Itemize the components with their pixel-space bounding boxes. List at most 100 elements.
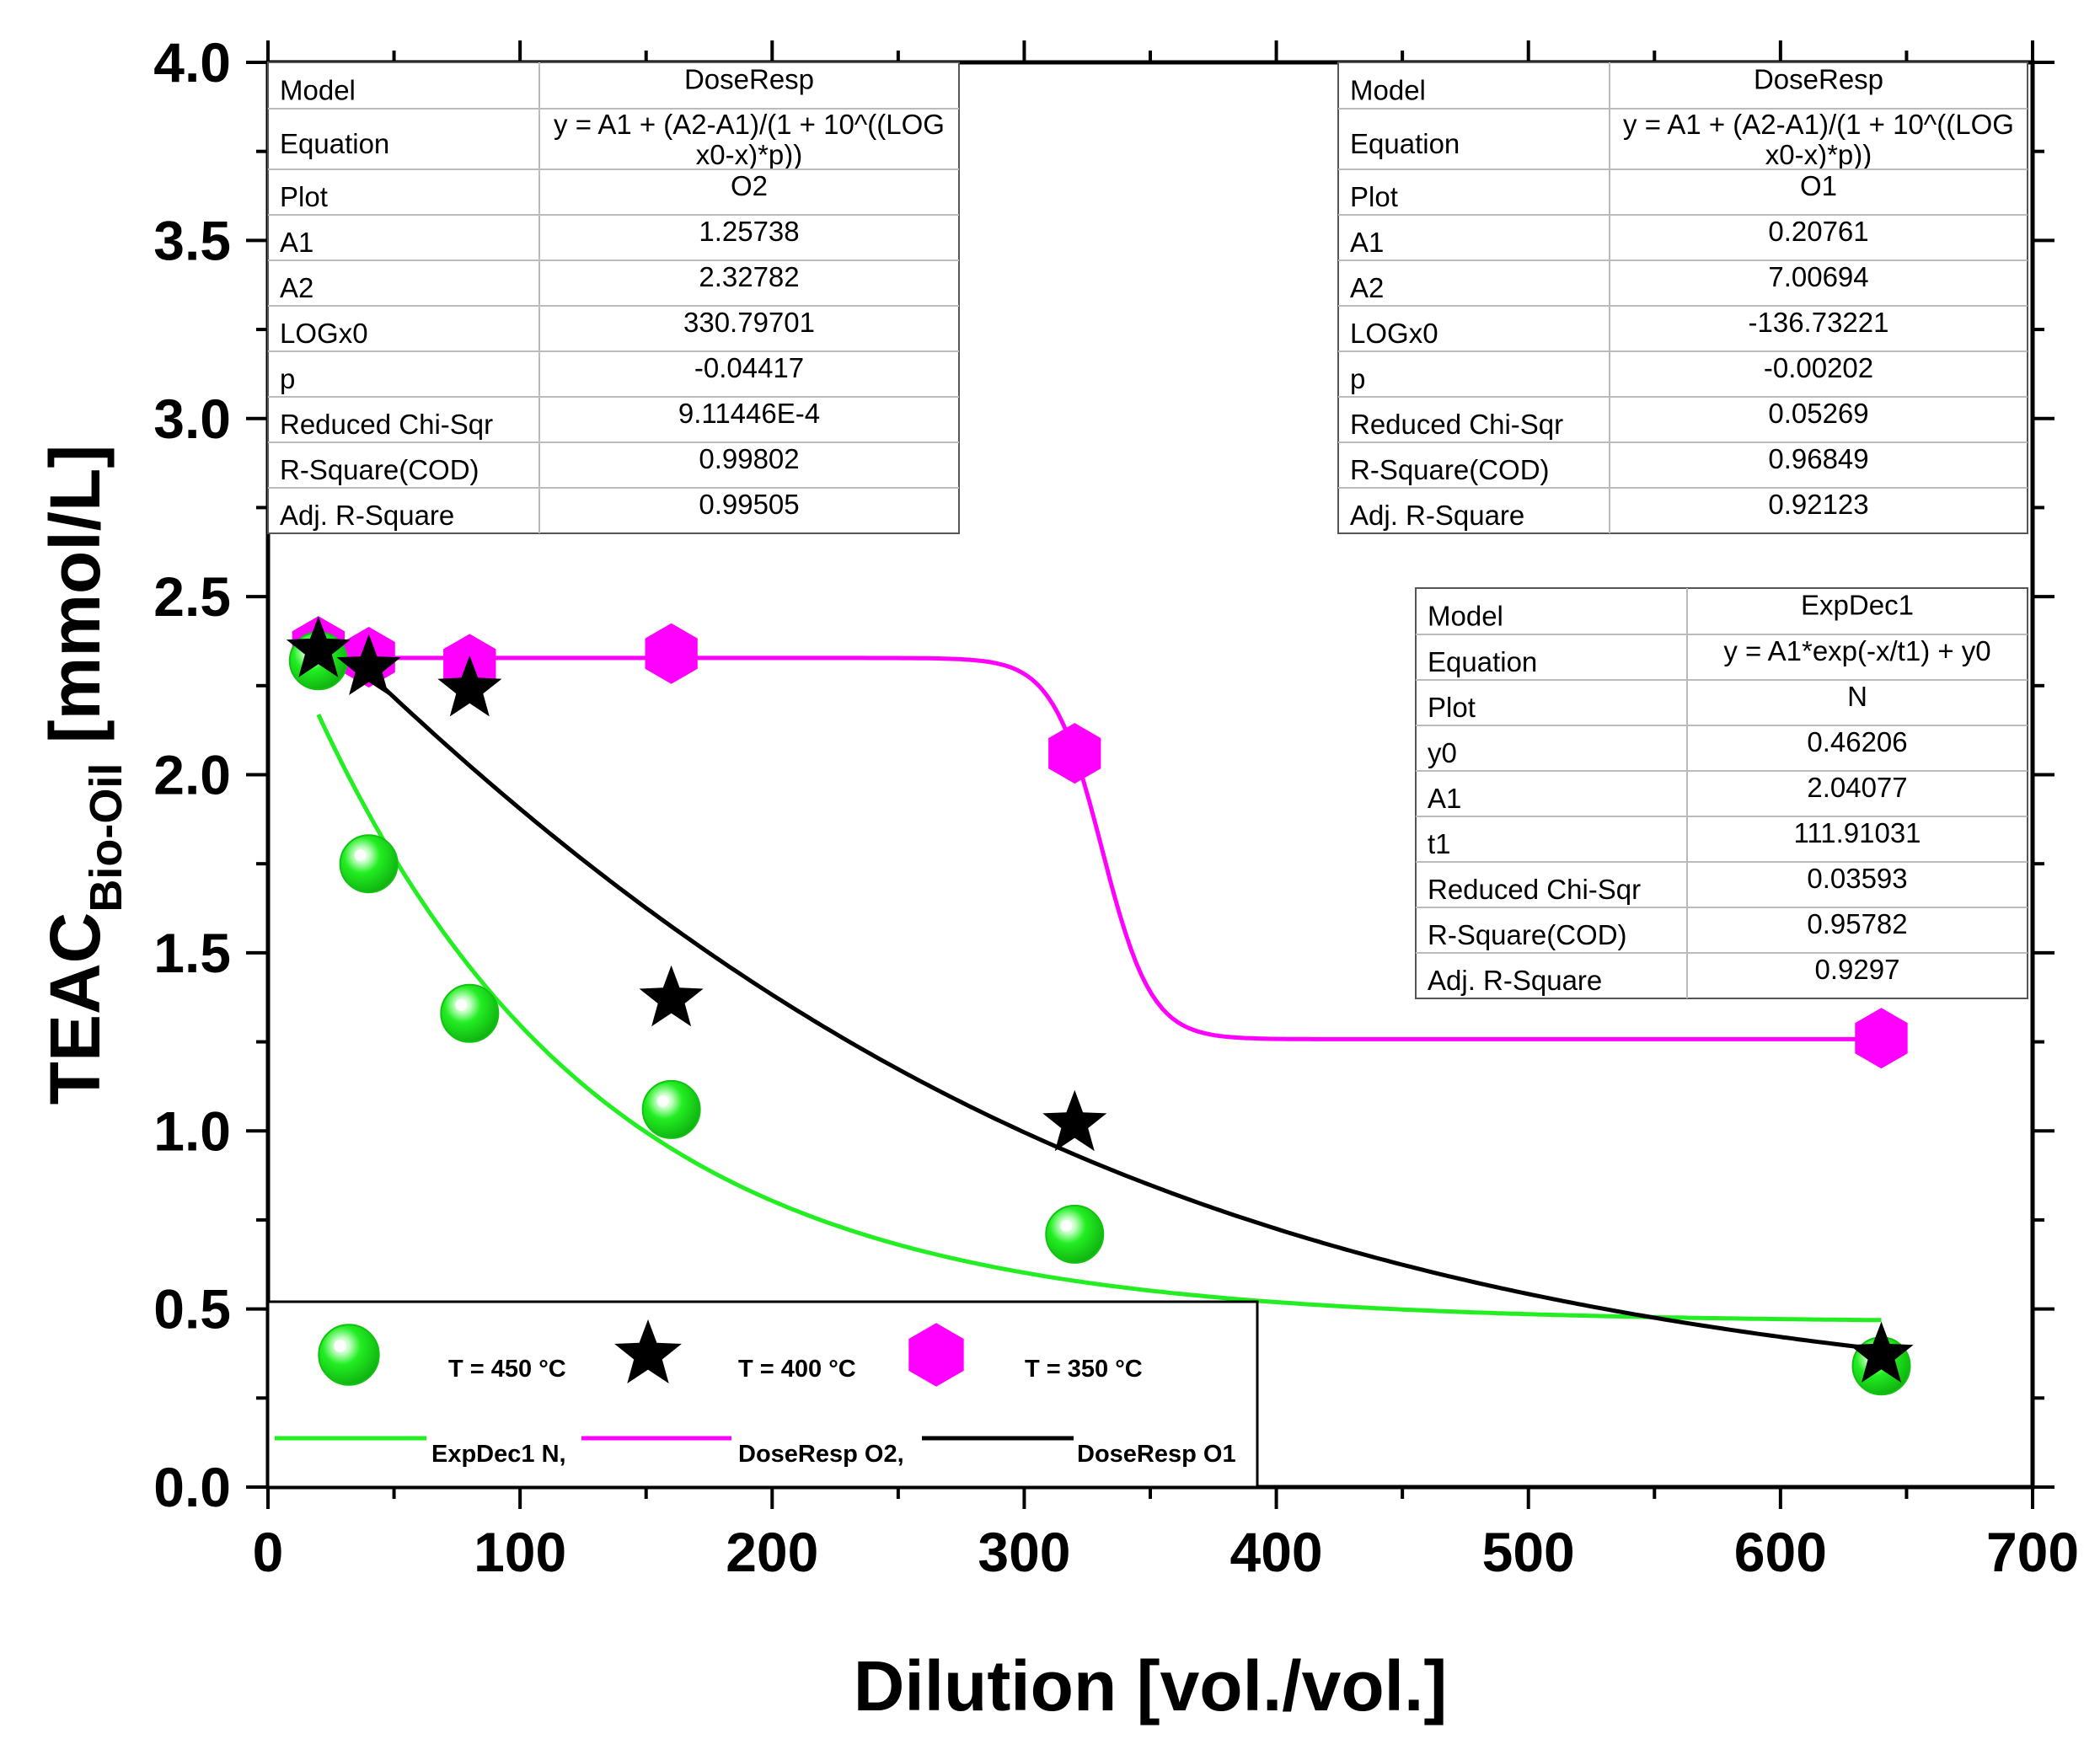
y-tick-label: 1.5 <box>153 922 231 984</box>
fit-table-param-value: 0.99505 <box>699 489 799 520</box>
x-tick-label: 400 <box>1230 1521 1323 1583</box>
x-tick-label: 700 <box>1986 1521 2079 1583</box>
legend-fit-label: DoseResp O2, <box>738 1441 904 1468</box>
legend-series-label: T = 450 °C <box>448 1356 566 1383</box>
fit-table-param-name: R-Square(COD) <box>280 454 479 485</box>
fit-table-param-name: Reduced Chi-Sqr <box>1428 874 1641 905</box>
equation-line-1: y = A1 + (A2-A1)/(1 + 10^((LOG <box>554 109 945 140</box>
fit-table-o1: Model DoseResp Equation y = A1 + (A2-A1)/(1… <box>1337 62 2028 534</box>
fit-table-param-value: y = A1 + (A2-A1)/(1 + 10^((LOG x0-x)*p)) <box>554 109 945 170</box>
data-point-star-4 <box>1042 1089 1107 1152</box>
data-point-hexagon-3 <box>645 623 698 684</box>
fit-table-param-name: Equation <box>1350 128 1460 159</box>
fit-table-param-value: 2.32782 <box>699 261 799 292</box>
fit-table-param-value: 2.04077 <box>1807 772 1907 803</box>
data-point-sphere-4 <box>1045 1204 1105 1264</box>
fit-table-param-name: R-Square(COD) <box>1350 454 1550 485</box>
data-point-star-2 <box>437 655 502 717</box>
legend-marker-star <box>614 1319 682 1383</box>
x-tick-label: 600 <box>1734 1521 1827 1583</box>
fit-table-param-name: A1 <box>280 227 313 258</box>
legend-marker-hexagon <box>908 1323 964 1387</box>
fit-table-param-value: 0.03593 <box>1807 863 1907 894</box>
fit-table-param-value: -136.73221 <box>1749 307 1889 338</box>
marker-sphere-body <box>1045 1204 1105 1264</box>
fit-table-n: Model ExpDec1 Equation y = A1*exp(-x/t1) + … <box>1415 587 2028 999</box>
fit-table-param-value: 0.99802 <box>699 443 799 474</box>
data-point-sphere-1 <box>339 834 399 894</box>
fit-table-param-name: LOGx0 <box>280 318 368 349</box>
x-axis-title: Dilution [vol./vol.] <box>854 1646 1448 1726</box>
fit-table-param-value: -0.00202 <box>1764 352 1873 383</box>
fit-table-param-value: y = A1 + (A2-A1)/(1 + 10^((LOG x0-x)*p)) <box>1623 109 2014 170</box>
fit-curve-1 <box>318 655 1882 1041</box>
fit-table-param-value: y = A1*exp(-x/t1) + y0 <box>1723 635 1990 666</box>
x-tick-label: 0 <box>253 1521 284 1583</box>
fit-table-param-value: N <box>1847 681 1867 712</box>
fit-table-param-name: A2 <box>1350 272 1384 303</box>
y-tick-label: 2.5 <box>153 565 231 628</box>
y-tick-label: 4.0 <box>153 31 231 94</box>
fit-table-param-value: -0.04417 <box>694 352 804 383</box>
legend-series-label: T = 400 °C <box>738 1356 856 1383</box>
fit-table-param-name: Model <box>1350 75 1426 106</box>
fit-table-param-value: O2 <box>731 170 768 201</box>
y-axis-title: TEACBio-Oil [mmol/L] <box>35 445 131 1105</box>
equation-line-1: y = A1 + (A2-A1)/(1 + 10^((LOG <box>1623 109 2014 140</box>
data-point-star-3 <box>639 965 704 1027</box>
legend: T = 450 °C T = 400 °C T = 350 °C ExpDec1 N,… <box>266 1300 1259 1489</box>
fit-table-param-value: DoseResp <box>684 64 814 95</box>
fit-table-param-name: R-Square(COD) <box>1428 919 1627 950</box>
marker-sphere-highlight <box>334 1340 346 1352</box>
fit-table-param-value: 0.96849 <box>1768 443 1868 474</box>
fit-table-param-value: 0.20761 <box>1768 216 1868 247</box>
fit-table-param-value: 330.79701 <box>683 307 815 338</box>
fit-table-param-name: Adj. R-Square <box>1428 965 1602 996</box>
x-tick-label: 200 <box>726 1521 818 1583</box>
fit-table-frame <box>1337 62 2028 534</box>
y-tick-label: 0.0 <box>153 1456 231 1518</box>
y-tick-label: 2.0 <box>153 744 231 806</box>
fit-table-param-name: Model <box>1428 601 1503 632</box>
fit-table-param-name: Reduced Chi-Sqr <box>1350 409 1563 440</box>
x-tick-label: 500 <box>1482 1521 1575 1583</box>
fit-table-param-name: p <box>280 363 295 394</box>
data-point-sphere-2 <box>440 983 500 1043</box>
fit-table-param-name: Equation <box>1428 646 1537 677</box>
fit-table-param-value: 1.25738 <box>699 216 799 247</box>
fit-table-param-value: 9.11446E-4 <box>678 398 820 429</box>
fit-table-param-name: Adj. R-Square <box>280 500 454 531</box>
fit-table-param-name: t1 <box>1428 828 1451 859</box>
fit-table-param-name: Adj. R-Square <box>1350 500 1524 531</box>
fit-table-param-value: 0.9297 <box>1815 954 1900 985</box>
fit-table-param-name: p <box>1350 363 1365 394</box>
fit-table-param-value: 111.91031 <box>1793 817 1921 848</box>
fit-table-param-name: Reduced Chi-Sqr <box>280 409 493 440</box>
marker-sphere-body <box>440 983 500 1043</box>
fit-table-param-name: A1 <box>1350 227 1384 258</box>
y-tick-label: 0.5 <box>153 1278 231 1340</box>
equation-line-2: x0-x)*p)) <box>1765 139 1872 170</box>
fit-curve-2 <box>317 623 1882 1352</box>
fit-table-param-name: A1 <box>1428 783 1461 814</box>
y-tick-label: 1.0 <box>153 1100 231 1162</box>
y-tick-label: 3.5 <box>153 209 231 271</box>
legend-series-label: T = 350 °C <box>1025 1356 1143 1383</box>
marker-sphere-body <box>318 1324 380 1386</box>
fit-table-param-value: 7.00694 <box>1768 261 1868 292</box>
y-axis-title-main: TEAC <box>35 912 115 1105</box>
legend-frame <box>266 1300 1259 1489</box>
x-tick-label: 300 <box>978 1521 1070 1583</box>
legend-marker-sphere <box>318 1324 380 1386</box>
data-point-star-5 <box>1849 1321 1914 1383</box>
fit-curve-0 <box>316 714 1882 1323</box>
data-point-sphere-3 <box>641 1079 701 1139</box>
data-point-hexagon-4 <box>1048 723 1101 784</box>
fit-table-param-name: LOGx0 <box>1350 318 1438 349</box>
fit-table-frame <box>267 62 960 534</box>
legend-fit-label: DoseResp O1 <box>1077 1441 1236 1468</box>
marker-sphere-body <box>339 834 399 894</box>
fit-table-param-value: DoseResp <box>1754 64 1883 95</box>
data-point-hexagon-5 <box>1855 1008 1908 1069</box>
